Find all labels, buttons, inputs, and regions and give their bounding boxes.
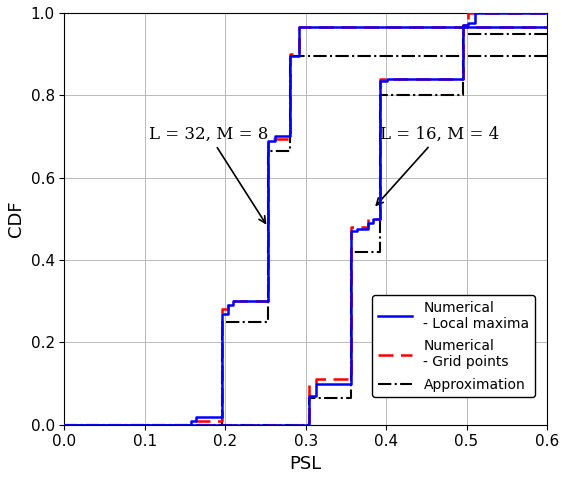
X-axis label: PSL: PSL bbox=[290, 455, 322, 473]
Y-axis label: CDF: CDF bbox=[7, 201, 25, 237]
Text: L = 16, M = 4: L = 16, M = 4 bbox=[376, 126, 500, 205]
Text: L = 32, M = 8: L = 32, M = 8 bbox=[149, 126, 268, 223]
Legend: Numerical
- Local maxima, Numerical
- Grid points, Approximation: Numerical - Local maxima, Numerical - Gr… bbox=[372, 295, 535, 397]
